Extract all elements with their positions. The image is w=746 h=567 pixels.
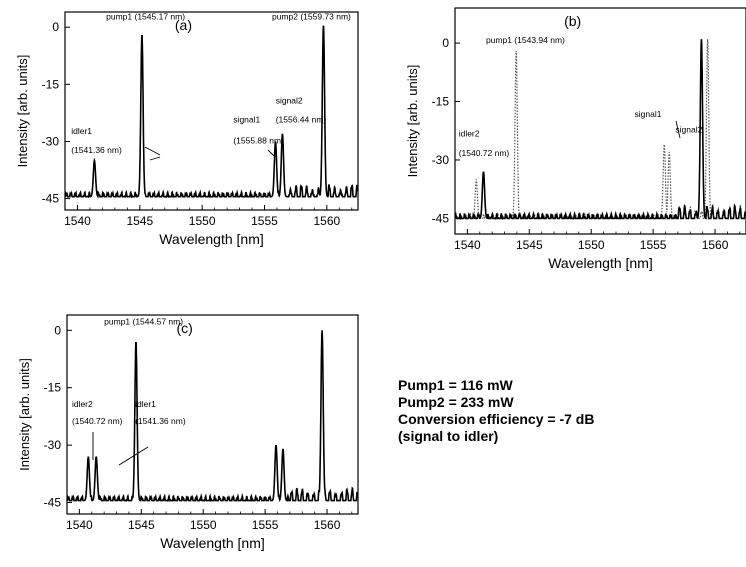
peak-annotation: pump1 (1543.94 nm) <box>486 35 565 45</box>
y-tick-label: 0 <box>52 20 59 34</box>
peak-annotation: (1541.36 nm) <box>135 416 186 426</box>
x-tick-label: 1555 <box>252 518 279 532</box>
y-tick-label: -45 <box>44 496 62 510</box>
y-tick-label: 0 <box>442 36 449 50</box>
y-tick-label: -30 <box>432 153 450 167</box>
peak-annotation: idler2 <box>459 129 480 139</box>
peak-annotation: (1555.88 nm) <box>233 135 284 145</box>
annotation-arrow <box>267 149 275 157</box>
x-axis-label: Wavelength [nm] <box>548 255 653 271</box>
x-tick-label: 1560 <box>314 518 341 532</box>
peak-annotation: (1541.36 nm) <box>71 145 122 155</box>
annotation-arrow <box>118 446 149 466</box>
conversion-efficiency-text: Conversion efficiency = -7 dB <box>398 411 595 427</box>
peak-annotation: signal1 <box>635 109 662 119</box>
x-tick-label: 1555 <box>251 214 278 228</box>
peak-annotation: idler1 <box>71 126 92 136</box>
x-tick-label: 1550 <box>578 238 605 252</box>
x-tick-label: 1540 <box>64 214 91 228</box>
y-tick-label: -15 <box>432 95 450 109</box>
x-tick-label: 1545 <box>126 214 153 228</box>
spectrum-trace <box>65 25 358 199</box>
pump1-power-text: Pump1 = 116 mW <box>398 377 513 393</box>
x-tick-label: 1540 <box>66 518 93 532</box>
annotation-arrow <box>144 146 161 156</box>
x-tick-label: 1560 <box>313 214 340 228</box>
plot-frame <box>454 7 746 235</box>
y-tick-label: -15 <box>42 77 60 91</box>
annotation-arrow <box>675 120 681 139</box>
panel-label: (c) <box>176 320 192 336</box>
peak-annotation: signal2 <box>675 125 702 135</box>
spectrum-trace <box>67 330 358 503</box>
panel-a: 1540 1545 1550 1555 1560 -45 -30 -15 0 Wavelength… <box>15 11 359 247</box>
x-axis-label: Wavelength [nm] <box>160 535 265 551</box>
x-tick-label: 1550 <box>190 518 217 532</box>
peak-annotation: (1540.72 nm) <box>72 416 123 426</box>
x-tick-label: 1555 <box>640 238 667 252</box>
plot-frame <box>64 11 359 211</box>
x-tick-label: 1550 <box>189 214 216 228</box>
peak-annotation: signal2 <box>276 95 303 105</box>
peak-annotation: pump1 (1544.57 nm) <box>104 317 183 327</box>
conversion-efficiency-subtext: (signal to idler) <box>398 428 499 444</box>
plot-frame <box>66 314 359 515</box>
panel-label: (b) <box>564 13 581 29</box>
y-tick-label: -30 <box>42 134 60 148</box>
y-tick-label: -45 <box>42 192 60 206</box>
x-tick-label: 1545 <box>516 238 543 252</box>
y-tick-label: -30 <box>44 438 62 452</box>
y-tick-label: -45 <box>432 211 450 225</box>
y-tick-label: -15 <box>44 381 62 395</box>
annotation-arrow <box>149 156 161 161</box>
peak-annotation: idler1 <box>135 399 156 409</box>
x-tick-label: 1545 <box>128 518 155 532</box>
spectrum-trace <box>455 39 746 221</box>
peak-annotation: pump2 (1559.73 nm) <box>272 12 351 22</box>
x-tick-label: 1540 <box>454 238 481 252</box>
peak-annotation: signal1 <box>233 114 260 124</box>
y-axis-label: Intensity [arb. units] <box>17 358 32 471</box>
peak-annotation: pump1 (1545.17 nm) <box>106 12 185 22</box>
conditions-note: Pump1 = 116 mW Pump2 = 233 mW Conversion… <box>398 377 728 445</box>
x-tick-label: 1560 <box>702 238 729 252</box>
panel-label: (a) <box>175 17 192 33</box>
y-tick-label: 0 <box>54 323 61 337</box>
pump2-power-text: Pump2 = 233 mW <box>398 394 514 410</box>
panel-c: 1540 1545 1550 1555 1560 -45 -30 -15 0 Wavelength… <box>17 314 359 551</box>
y-axis-label: Intensity [arb. units] <box>405 65 420 178</box>
peak-annotation: idler2 <box>72 399 93 409</box>
peak-annotation: (1556.44 nm) <box>276 114 327 124</box>
panel-b: 1540 1545 1550 1555 1560 -45 -30 -15 0 Wavelength… <box>405 7 746 271</box>
y-axis-label: Intensity [arb. units] <box>15 55 30 168</box>
peak-annotation: (1540.72 nm) <box>459 148 510 158</box>
x-axis-label: Wavelength [nm] <box>159 231 264 247</box>
